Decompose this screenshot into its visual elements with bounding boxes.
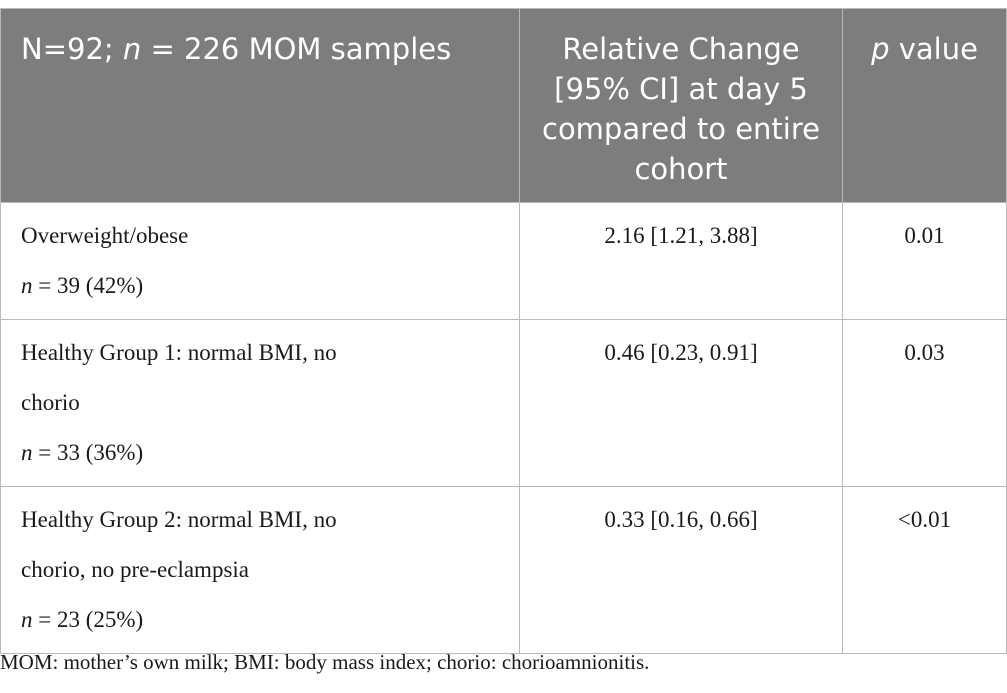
table-row: Overweight/obese n = 39 (42%) 2.16 [1.21… [0,202,1007,320]
group-n-italic: n [21,273,33,298]
group-cell: Healthy Group 2: normal BMI, no chorio, … [0,486,520,654]
p-value-cell: 0.01 [842,202,1007,320]
header-cohort-n: n [122,32,142,66]
group-n-text: = 23 (25%) [32,607,144,632]
table-header: N=92; n = 226 MOM samples Relative Chang… [0,8,1007,203]
header-cohort-suffix: = 226 MOM samples [141,32,452,66]
group-label-continued: chorio, no pre-eclampsia [21,557,249,582]
group-n: n = 39 (42%) [21,261,507,311]
data-table-container: N=92; n = 226 MOM samples Relative Chang… [0,8,1007,654]
results-table: N=92; n = 226 MOM samples Relative Chang… [0,8,1007,654]
relative-change-cell: 0.33 [0.16, 0.66] [519,486,843,654]
header-cohort-prefix: N=92; [21,32,123,66]
table-footnote: MOM: mother’s own milk; BMI: body mass i… [0,650,650,674]
group-label: Healthy Group 2: normal BMI, no [21,507,337,532]
header-cohort: N=92; n = 226 MOM samples [0,8,520,203]
group-label: Healthy Group 1: normal BMI, no [21,340,337,365]
header-relative-change: Relative Change [95% CI] at day 5 compar… [519,8,843,203]
group-label: Overweight/obese [21,223,189,248]
relative-change-cell: 2.16 [1.21, 3.88] [519,202,843,320]
p-value-cell: 0.03 [842,319,1007,487]
group-cell: Overweight/obese n = 39 (42%) [0,202,520,320]
group-n: n = 23 (25%) [21,595,507,645]
group-n: n = 33 (36%) [21,428,507,478]
group-n-text: = 39 (42%) [32,273,144,298]
table-row: Healthy Group 2: normal BMI, no chorio, … [0,486,1007,654]
relative-change-cell: 0.46 [0.23, 0.91] [519,319,843,487]
group-n-italic: n [21,440,33,465]
table-row: Healthy Group 1: normal BMI, no chorio n… [0,319,1007,487]
header-row: N=92; n = 226 MOM samples Relative Chang… [0,8,1007,203]
header-p-suffix: value [889,32,978,66]
header-p-value: p value [842,8,1007,203]
group-n-italic: n [21,607,33,632]
group-label-continued: chorio [21,390,80,415]
table-body: Overweight/obese n = 39 (42%) 2.16 [1.21… [0,202,1007,654]
group-n-text: = 33 (36%) [32,440,144,465]
p-value-cell: <0.01 [842,486,1007,654]
header-p-italic: p [871,32,890,66]
group-cell: Healthy Group 1: normal BMI, no chorio n… [0,319,520,487]
